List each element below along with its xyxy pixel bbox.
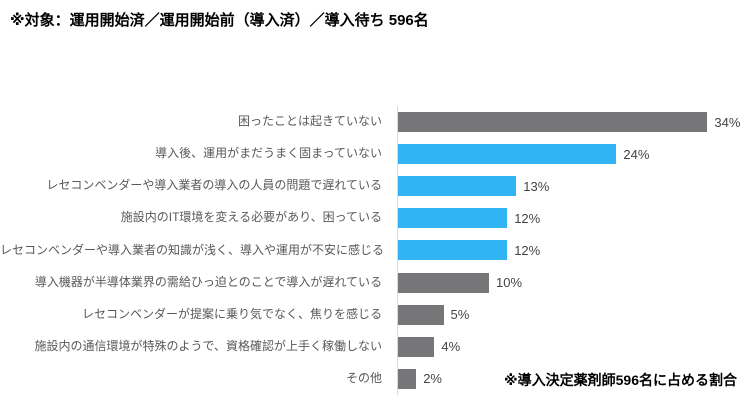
- value-label: 5%: [450, 307, 470, 323]
- bar-wrap: 4%: [390, 336, 750, 357]
- value-label: 34%: [714, 114, 741, 130]
- category-label: レセコンベンダーや導入業者の知識が浅く、導入や運用が不安に感じる: [0, 242, 385, 257]
- bar: [398, 240, 508, 261]
- value-label: 12%: [514, 242, 541, 258]
- chart-row: レセコンベンダーや導入業者の知識が浅く、導入や運用が不安に感じる 12%: [0, 234, 750, 266]
- category-label: その他: [345, 370, 382, 385]
- bar-wrap: 24%: [390, 144, 750, 165]
- chart-row: その他 2%: [0, 363, 750, 395]
- chart-row: 施設内のIT環境を変える必要があり、困っている 12%: [0, 202, 750, 234]
- value-label: 2%: [423, 371, 442, 387]
- chart-row: レセコンベンダーや導入業者の導入の人員の問題で遅れている 13%: [0, 170, 750, 202]
- chart-title: ※対象：運用開始済／運用開始前（導入済）／導入待ち 596名: [10, 12, 429, 29]
- value-label: 24%: [623, 146, 650, 162]
- value-label: 13%: [523, 178, 550, 194]
- bar: [398, 368, 417, 389]
- category-label: レセコンベンダーが提案に乗り気でなく、焦りを感じる: [81, 306, 382, 321]
- bar-wrap: 10%: [390, 272, 750, 293]
- footnote: ※導入決定薬剤師596名に占める割合: [504, 372, 737, 388]
- value-label: 4%: [441, 339, 461, 355]
- bar: [398, 272, 489, 293]
- chart-row: 施設内の通信環境が特殊のようで、資格確認が上手く稼働しない 4%: [0, 331, 750, 363]
- bar-wrap: 2%: [390, 368, 750, 389]
- bar: [398, 144, 617, 165]
- bar-wrap: 12%: [390, 208, 750, 229]
- bar: [398, 176, 517, 197]
- category-label: 施設内の通信環境が特殊のようで、資格確認が上手く稼働しない: [34, 338, 382, 353]
- chart-row: 導入後、運用がまだうまく固まっていない 24%: [0, 138, 750, 170]
- bar: [398, 336, 435, 357]
- y-axis-line: [397, 106, 398, 395]
- bar-wrap: 5%: [390, 304, 750, 325]
- bar-wrap: 12%: [390, 240, 750, 261]
- bar-wrap: 13%: [390, 176, 750, 197]
- bar-chart: 困ったことは起きていない 34% 導入後、運用がまだうまく固まっていない 24% レセコ…: [0, 106, 750, 395]
- chart-row: レセコンベンダーが提案に乗り気でなく、焦りを感じる 5%: [0, 299, 750, 331]
- category-label: 導入後、運用がまだうまく固まっていない: [155, 146, 382, 161]
- category-label: 導入機器が半導体業界の需給ひっ迫とのことで導入が遅れている: [34, 274, 382, 289]
- bar: [398, 304, 444, 325]
- chart-row: 導入機器が半導体業界の需給ひっ迫とのことで導入が遅れている 10%: [0, 266, 750, 298]
- category-label: 施設内のIT環境を変える必要があり、困っている: [120, 210, 382, 225]
- bar: [398, 208, 508, 229]
- category-label: 困ったことは起きていない: [237, 114, 382, 129]
- bar-wrap: 34%: [390, 112, 750, 133]
- value-label: 12%: [514, 210, 541, 226]
- category-label: レセコンベンダーや導入業者の導入の人員の問題で遅れている: [46, 178, 382, 193]
- chart-row: 困ったことは起きていない 34%: [0, 106, 750, 138]
- value-label: 10%: [496, 275, 523, 291]
- bar: [398, 112, 708, 133]
